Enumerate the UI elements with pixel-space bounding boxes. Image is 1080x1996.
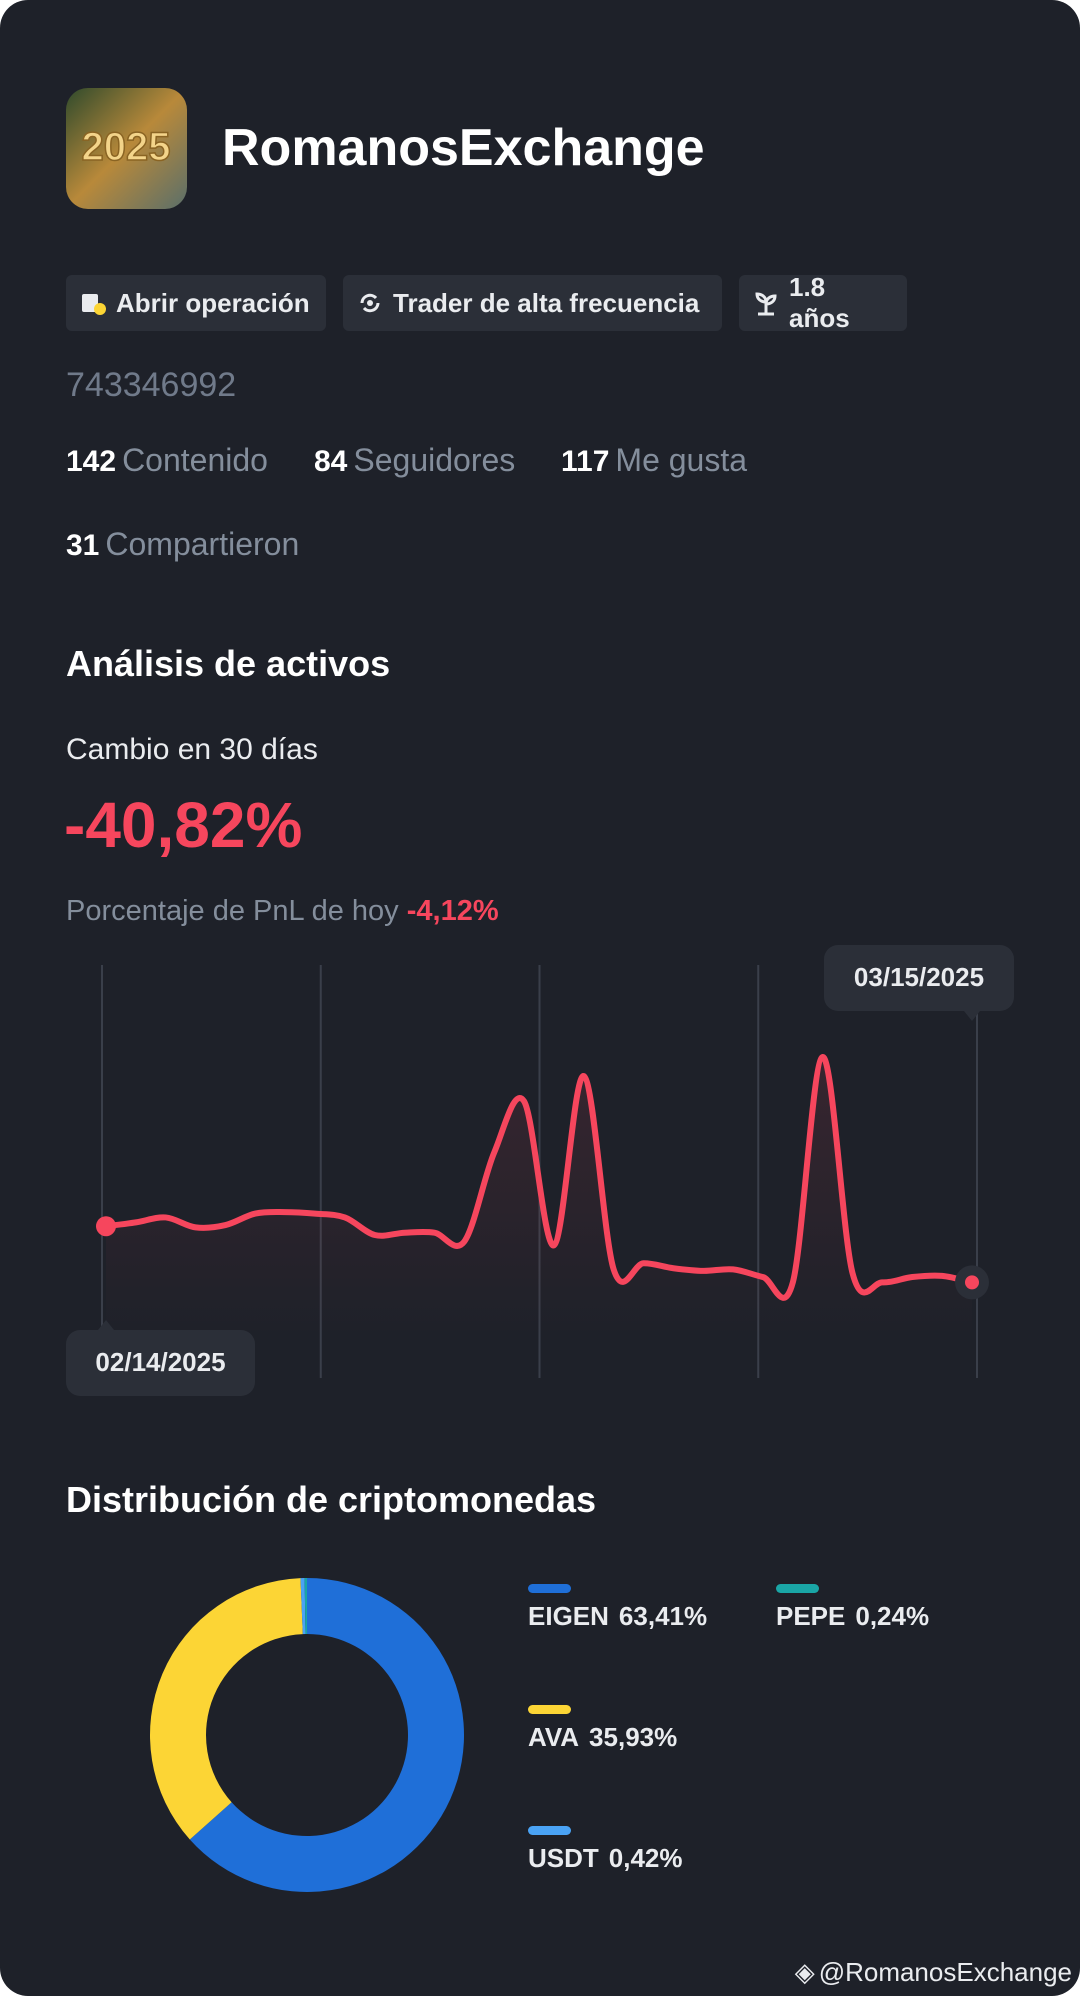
- legend-entry: USDT 0,42%: [528, 1843, 683, 1873]
- date-pill: [66, 1330, 255, 1396]
- stat: 31 Compartieron: [66, 526, 299, 563]
- stat-label: Me gusta: [615, 442, 748, 478]
- line: [103, 1053, 975, 1301]
- date-pill-tail: [964, 1011, 980, 1021]
- watermark-text: @RomanosExchange: [818, 1957, 1072, 1987]
- stat-label: Contenido: [122, 442, 268, 478]
- pie-slice: [304, 1578, 307, 1635]
- profile-name: RomanosExchange: [222, 119, 705, 177]
- tag: Trader de alta frecuencia: [343, 275, 722, 331]
- date-pill: [824, 945, 1014, 1011]
- stat-value: 31: [66, 529, 100, 562]
- legend-value: 0,24%: [855, 1601, 929, 1631]
- user-id: 743346992: [66, 366, 237, 404]
- pie-slice: [300, 1578, 306, 1635]
- stat: 117 Me gusta: [561, 442, 747, 479]
- legend-entry: PEPE 0,24%: [776, 1601, 929, 1631]
- legend-name: PEPE: [776, 1601, 845, 1631]
- section-title: Análisis de activos: [66, 643, 391, 684]
- pie-title: Distribución de criptomonedas: [66, 1479, 597, 1520]
- stat: 84 Seguidores: [314, 442, 515, 479]
- tag-text: Trader de alta frecuencia: [393, 287, 700, 318]
- stat-value: 84: [314, 445, 348, 478]
- legend-swatch: [528, 1826, 571, 1835]
- pnl-label: Porcentaje de PnL de hoy: [66, 895, 399, 927]
- tag-text: 1.8 años: [788, 272, 850, 333]
- pnl-row: Porcentaje de PnL de hoy -4,12%: [66, 895, 499, 928]
- change-value: -40,82%: [64, 789, 303, 861]
- stat-label: Seguidores: [353, 442, 516, 478]
- date-label: 03/15/2025: [854, 962, 984, 992]
- stat-value: 142: [66, 445, 117, 478]
- legend-swatch: [528, 1705, 571, 1714]
- pnl-value: -4,12%: [406, 895, 499, 927]
- end-dot: [965, 1275, 979, 1290]
- start-dot: [96, 1216, 116, 1237]
- pie-slice: [189, 1578, 465, 1892]
- legend-entry: EIGEN 63,41%: [528, 1601, 707, 1631]
- legend-value: 35,93%: [589, 1722, 677, 1752]
- legend-swatch: [776, 1584, 819, 1593]
- legend-swatch: [528, 1584, 571, 1593]
- stat: 142 Contenido: [66, 442, 268, 479]
- tag-text: Abrir operación: [116, 287, 310, 318]
- legend-name: AVA: [528, 1722, 579, 1752]
- pie-slice: [150, 1578, 303, 1840]
- date-label: 02/14/2025: [95, 1347, 225, 1377]
- legend-value: 63,41%: [619, 1601, 707, 1631]
- legend-name: EIGEN: [528, 1601, 609, 1631]
- avatar: 2025: [66, 88, 187, 209]
- svg-text:2025: 2025: [82, 125, 171, 169]
- stat-value: 117: [561, 445, 610, 478]
- legend-name: USDT: [528, 1843, 599, 1873]
- stat-label: Compartieron: [105, 526, 300, 562]
- legend-entry: AVA 35,93%: [528, 1722, 677, 1752]
- watermark: ◈ @RomanosExchange: [794, 1957, 1072, 1987]
- tag: 1.8 años: [739, 272, 907, 333]
- legend-value: 0,42%: [609, 1843, 683, 1873]
- change-label: Cambio en 30 días: [66, 733, 318, 766]
- date-pill-tail: [98, 1320, 114, 1330]
- tag: Abrir operación: [66, 275, 326, 331]
